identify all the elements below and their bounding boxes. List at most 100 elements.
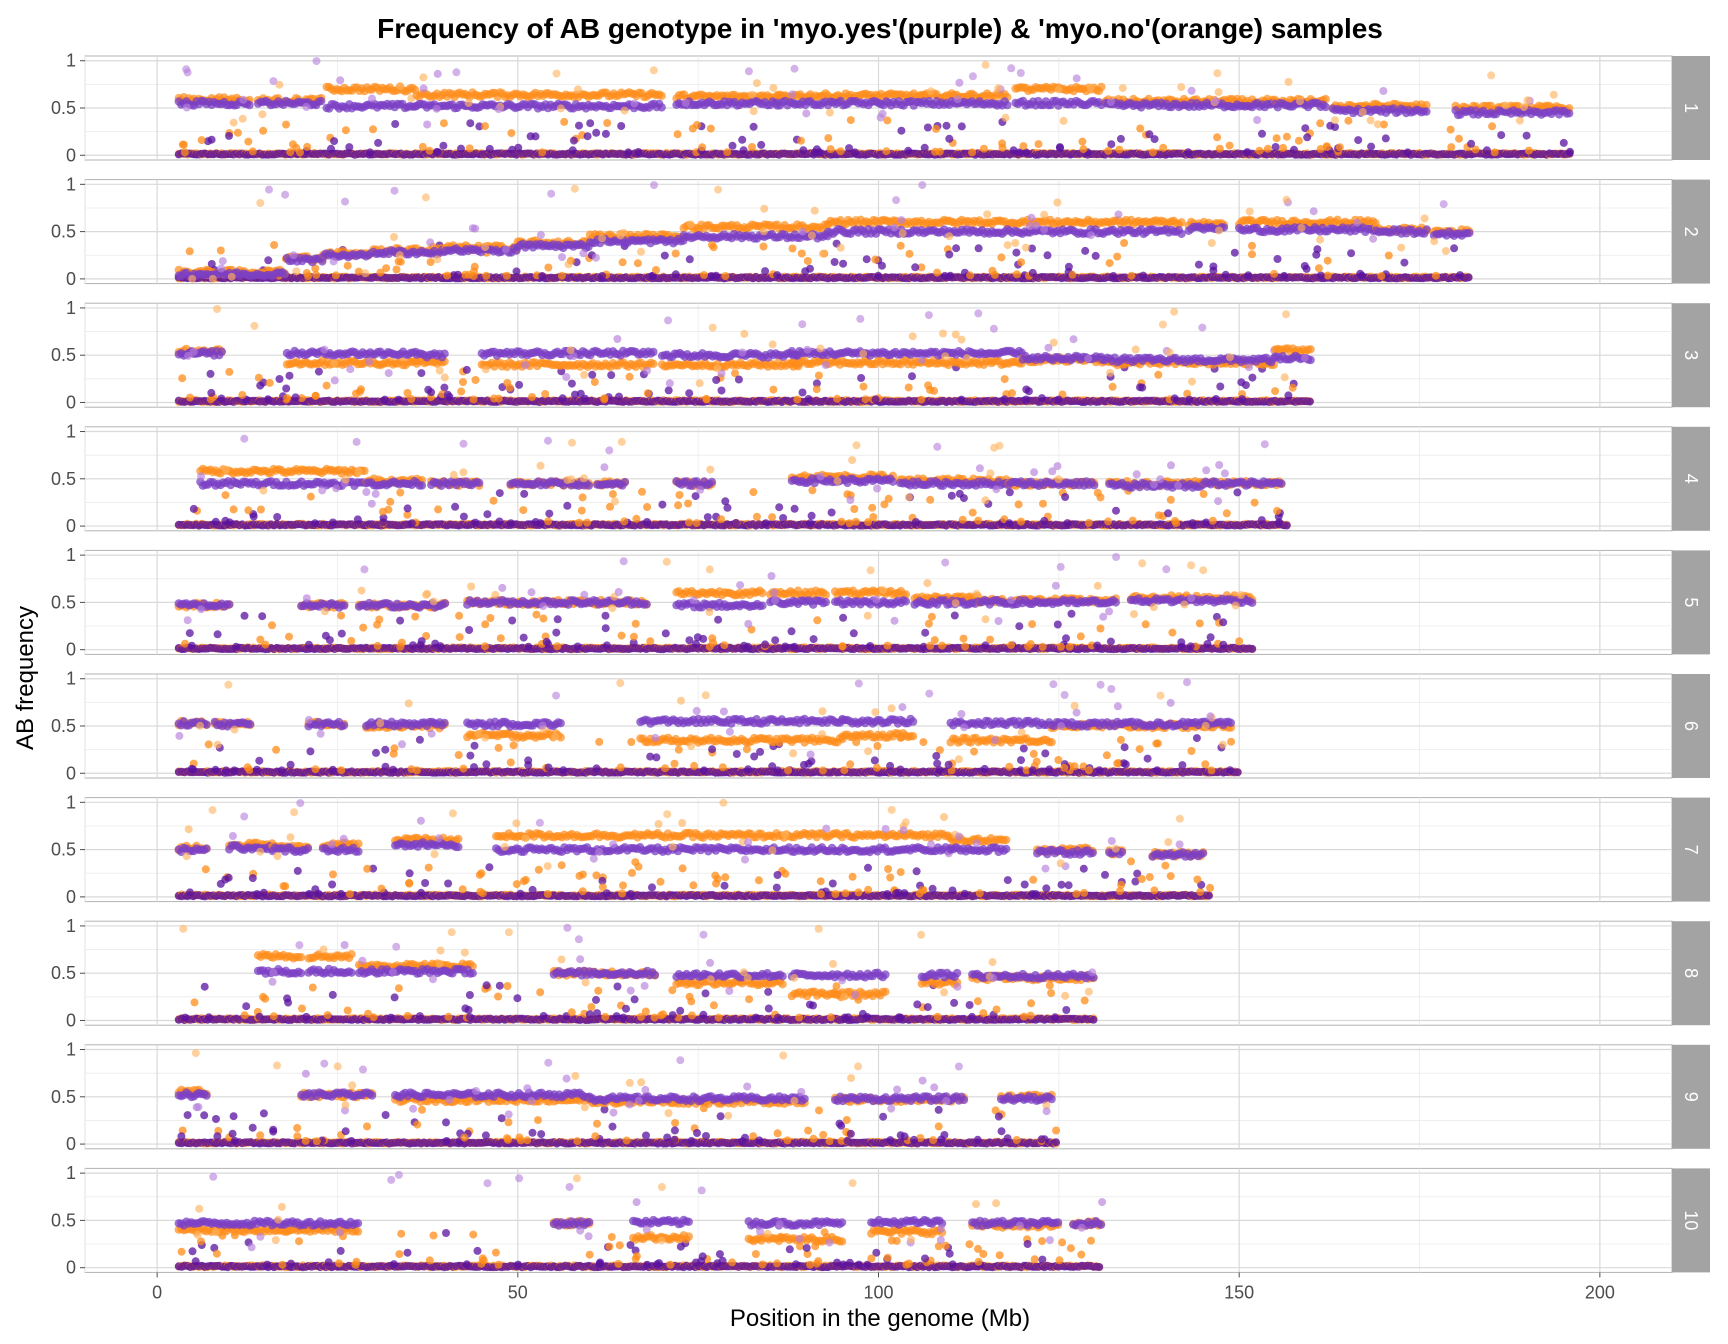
data-point (890, 223, 899, 232)
data-point (514, 143, 523, 152)
data-point (618, 258, 627, 267)
data-point (469, 272, 478, 280)
data-point (481, 243, 490, 252)
data-point (799, 146, 808, 155)
data-point (616, 231, 625, 240)
data-point (1358, 271, 1367, 280)
data-point (1523, 96, 1532, 105)
data-point (1323, 271, 1332, 280)
data-point (312, 270, 321, 279)
data-point (657, 91, 666, 101)
data-point (1347, 249, 1356, 258)
data-point (433, 69, 442, 78)
data-point (1253, 116, 1262, 124)
data-point (598, 234, 607, 243)
data-point (1107, 98, 1115, 106)
data-point (265, 185, 273, 194)
data-point (570, 184, 579, 193)
data-point (1300, 262, 1309, 270)
data-point (1177, 83, 1186, 92)
data-point (757, 140, 766, 149)
data-point (1072, 74, 1081, 83)
data-point (748, 143, 756, 151)
data-point (1312, 250, 1321, 259)
data-point (1211, 97, 1220, 106)
data-point (569, 136, 578, 145)
data-point (979, 144, 988, 153)
data-point (968, 72, 977, 81)
facet-panels: 00.51100.51200.51300.51400.51500.51600.5… (51, 51, 1710, 1278)
data-point (366, 148, 374, 157)
data-point (1214, 88, 1223, 97)
data-point (439, 119, 448, 128)
data-point (282, 120, 290, 129)
data-point (1358, 108, 1367, 116)
data-point (286, 148, 295, 157)
data-point (1487, 71, 1496, 80)
data-point (433, 255, 442, 264)
data-point (818, 249, 827, 258)
data-point (693, 121, 701, 129)
chart-title: Frequency of AB genotype in 'myo.yes'(pu… (377, 13, 1383, 44)
data-point (1003, 241, 1012, 250)
data-point (1243, 148, 1252, 157)
data-point (714, 185, 723, 194)
data-point (1344, 116, 1353, 125)
data-point (1104, 146, 1113, 155)
data-point (932, 124, 941, 133)
data-point (432, 104, 441, 113)
data-point (361, 269, 370, 278)
data-point (761, 267, 770, 276)
data-point (1009, 146, 1018, 155)
data-point (289, 140, 297, 149)
data-point (1120, 239, 1129, 247)
data-point (466, 119, 475, 128)
data-point (1213, 69, 1222, 78)
data-point (760, 204, 769, 213)
data-point (197, 136, 206, 145)
data-point (797, 249, 806, 258)
data-point (485, 144, 494, 153)
data-point (650, 181, 658, 190)
facet-panel-1: 00.511 (51, 51, 1710, 165)
data-point (1321, 102, 1330, 112)
data-point (598, 272, 607, 280)
data-point (945, 232, 954, 241)
data-point (390, 186, 399, 195)
data-point (1566, 147, 1574, 156)
data-point (1520, 103, 1528, 112)
data-point (657, 103, 666, 112)
data-point (1043, 251, 1052, 260)
data-point (1490, 148, 1499, 157)
data-point (846, 116, 855, 125)
data-point (368, 94, 376, 103)
data-point (1272, 134, 1281, 143)
data-point (1003, 100, 1012, 110)
data-point (330, 137, 339, 146)
data-point (1314, 264, 1323, 273)
data-point (1118, 84, 1127, 93)
data-point (624, 148, 633, 157)
data-point (1524, 146, 1533, 155)
data-point (345, 143, 354, 152)
data-point (1078, 137, 1087, 146)
data-point (1559, 138, 1568, 147)
data-point (183, 68, 192, 77)
data-point (1403, 148, 1412, 157)
data-point (1422, 107, 1431, 116)
data-point (1309, 207, 1318, 216)
data-point (453, 270, 462, 279)
data-point (1054, 85, 1063, 94)
y-tick-label: 0 (66, 269, 76, 289)
data-point (898, 229, 907, 238)
data-point (926, 87, 935, 96)
data-point (810, 206, 819, 215)
data-point (897, 216, 906, 225)
data-point (465, 144, 474, 153)
facet-panel-3: 00.513 (51, 298, 1710, 412)
data-point (1213, 133, 1222, 142)
data-point (660, 251, 669, 260)
data-point (439, 141, 448, 150)
data-point (259, 126, 268, 135)
data-point (1279, 143, 1288, 152)
